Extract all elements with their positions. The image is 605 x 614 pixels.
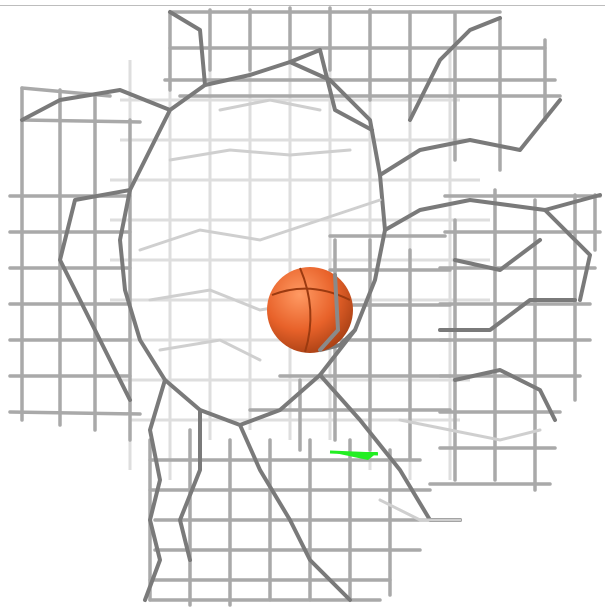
green-marker <box>329 450 379 460</box>
mesh-rim-struts <box>20 10 602 602</box>
ball-sphere <box>267 267 353 353</box>
mesh-front-strut <box>318 273 341 352</box>
viewport-top-border <box>0 5 605 6</box>
